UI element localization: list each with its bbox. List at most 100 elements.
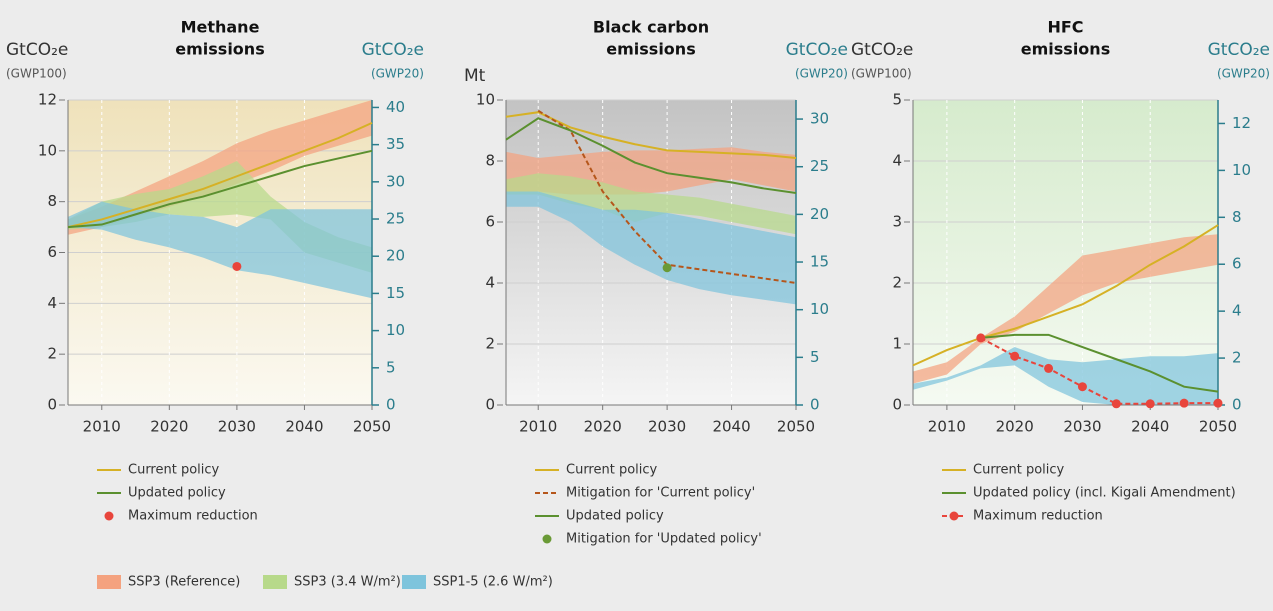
y-tick-label: 0 <box>47 396 57 414</box>
x-tick-label: 2040 <box>712 418 750 436</box>
legend-swatch <box>97 575 121 589</box>
data-point <box>976 333 986 343</box>
legend-dot <box>949 511 959 521</box>
y-tick-label: 2 <box>47 345 57 363</box>
x-tick-label: 2040 <box>1131 418 1169 436</box>
y-tick-label: 6 <box>47 243 57 261</box>
y2-tick-label: 10 <box>386 321 405 339</box>
x-tick-label: 2010 <box>928 418 966 436</box>
band <box>68 201 372 299</box>
y2-tick-label: 30 <box>810 110 829 128</box>
x-tick-label: 2010 <box>83 418 121 436</box>
x-tick-label: 2050 <box>353 418 391 436</box>
y2-tick-label: 2 <box>1232 349 1242 367</box>
y-tick-label: 0 <box>892 396 902 414</box>
y-tick-label: 12 <box>38 91 57 109</box>
chart-title: emissions <box>1021 40 1110 59</box>
y2-sublabel: (GWP20) <box>371 67 424 81</box>
y2-tick-label: 20 <box>386 247 405 265</box>
x-tick-label: 2030 <box>1063 418 1101 436</box>
legend-swatch <box>263 575 287 589</box>
y2-tick-label: 0 <box>1232 396 1242 414</box>
y2-label: GtCO₂e <box>362 40 424 60</box>
series-line <box>912 224 1219 367</box>
y-tick-label: 10 <box>476 91 495 109</box>
y2-label: GtCO₂e <box>786 40 848 60</box>
y2-tick-label: 0 <box>810 396 820 414</box>
series-line <box>505 117 797 195</box>
data-point <box>1145 399 1155 409</box>
y-tick-label: 3 <box>892 213 902 231</box>
series-line <box>980 337 1218 405</box>
y-tick-label: 10 <box>38 141 57 159</box>
y-label: GtCO₂e <box>851 40 913 60</box>
y2-tick-label: 5 <box>386 358 396 376</box>
legend-label: Mitigation for 'Updated policy' <box>566 532 762 547</box>
y-label: Mt <box>464 66 486 86</box>
y2-tick-label: 10 <box>1232 161 1251 179</box>
data-point <box>1077 382 1087 392</box>
y-tick-label: 2 <box>485 335 495 353</box>
y-tick-label: 2 <box>892 274 902 292</box>
y-tick-label: 4 <box>47 294 57 312</box>
y2-tick-label: 0 <box>386 396 396 414</box>
band <box>913 347 1218 405</box>
y-tick-label: 4 <box>485 274 495 292</box>
legend-label: Updated policy <box>566 509 664 524</box>
y2-tick-label: 30 <box>386 172 405 190</box>
legend-label: Maximum reduction <box>973 509 1103 524</box>
band <box>506 173 796 235</box>
y-sublabel: (GWP100) <box>851 67 912 81</box>
y2-tick-label: 12 <box>1232 114 1251 132</box>
chart-title: Black carbon <box>593 18 709 37</box>
data-point <box>1179 398 1189 408</box>
y2-tick-label: 4 <box>1232 302 1242 320</box>
x-tick-label: 2020 <box>996 418 1034 436</box>
legend-label: SSP1-5 (2.6 W/m²) <box>433 575 553 590</box>
y-tick-label: 0 <box>485 396 495 414</box>
x-tick-label: 2050 <box>1199 418 1237 436</box>
legend-label: Mitigation for 'Current policy' <box>566 486 755 501</box>
y-tick-label: 6 <box>485 213 495 231</box>
legend-label: Updated policy (incl. Kigali Amendment) <box>973 486 1236 501</box>
band <box>506 191 796 305</box>
y-sublabel: (GWP100) <box>6 67 67 81</box>
data-point <box>662 263 672 273</box>
x-tick-label: 2040 <box>285 418 323 436</box>
y2-tick-label: 25 <box>810 157 829 175</box>
data-point <box>1213 398 1223 408</box>
y2-tick-label: 20 <box>810 205 829 223</box>
x-tick-label: 2020 <box>150 418 188 436</box>
legend-label: Maximum reduction <box>128 509 258 524</box>
x-tick-label: 2010 <box>519 418 557 436</box>
y2-tick-label: 10 <box>810 300 829 318</box>
legend-label: Current policy <box>973 463 1065 478</box>
y-tick-label: 8 <box>47 192 57 210</box>
band <box>913 234 1218 384</box>
y2-tick-label: 6 <box>1232 255 1242 273</box>
series-line <box>67 121 373 229</box>
x-tick-label: 2020 <box>584 418 622 436</box>
y2-tick-label: 5 <box>810 348 820 366</box>
data-point <box>232 261 242 271</box>
chart-title: Methane <box>181 18 260 37</box>
chart-title: emissions <box>175 40 264 59</box>
y2-label: GtCO₂e <box>1208 40 1270 60</box>
legend-dot <box>104 511 114 521</box>
x-tick-label: 2050 <box>777 418 815 436</box>
legend-label: Current policy <box>566 463 658 478</box>
series-line <box>980 333 1219 393</box>
series-line <box>67 149 373 229</box>
legend-swatch <box>402 575 426 589</box>
legend-label: Updated policy <box>128 486 226 501</box>
y-tick-label: 1 <box>892 335 902 353</box>
y-tick-label: 5 <box>892 91 902 109</box>
y2-tick-label: 15 <box>810 253 829 271</box>
y-tick-label: 4 <box>892 152 902 170</box>
legend-dot <box>542 534 552 544</box>
y-label: GtCO₂e <box>6 40 68 60</box>
chart-title: HFC <box>1047 18 1083 37</box>
data-point <box>1044 363 1054 373</box>
data-point <box>1010 351 1020 361</box>
